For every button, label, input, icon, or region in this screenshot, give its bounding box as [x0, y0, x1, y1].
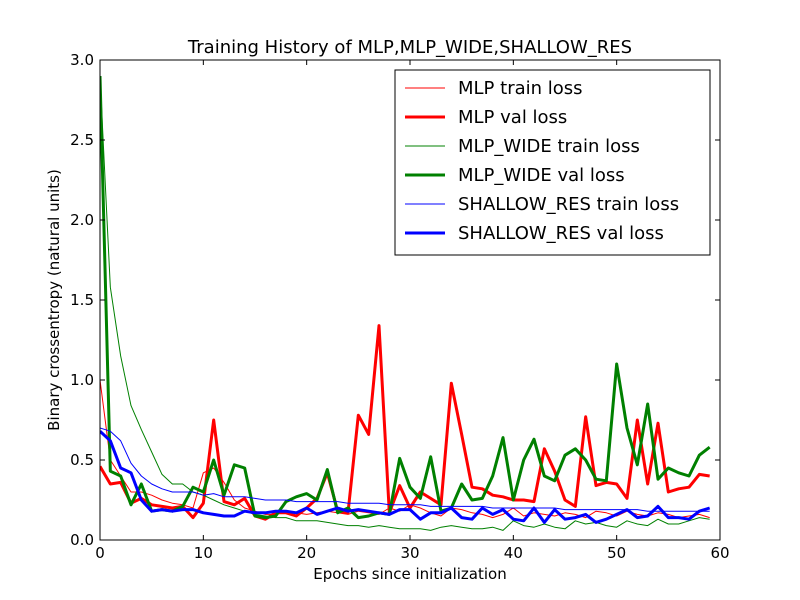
legend-label: MLP val loss — [458, 107, 567, 128]
legend-label: MLP_WIDE train loss — [458, 136, 640, 157]
y-tick-label: 2.0 — [70, 211, 94, 229]
series-line-shallow-res-val-loss — [100, 430, 711, 524]
legend-label: SHALLOW_RES val loss — [458, 223, 664, 244]
x-tick-label: 60 — [710, 544, 729, 562]
legend-label: MLP train loss — [458, 78, 583, 99]
x-tick-label: 20 — [297, 544, 316, 562]
series-line-shallow-res-train-loss — [100, 427, 710, 512]
legend-box — [394, 69, 711, 256]
chart-title: Training History of MLP,MLP_WIDE,SHALLOW… — [187, 37, 632, 58]
series-line-mlp-train-loss — [100, 379, 710, 519]
x-tick-label: 0 — [95, 544, 105, 562]
legend-label: MLP_WIDE val loss — [458, 165, 625, 186]
y-axis-label: Binary crossentropy (natural units) — [45, 169, 63, 431]
series-line-mlp-val-loss — [100, 324, 710, 521]
y-tick-label: 2.5 — [70, 131, 94, 149]
axis-ticks: 0 10 20 30 40 50 60 0.0 0.5 1.0 1.5 2.0 2.5 3.0 — [70, 51, 729, 562]
series-line-mlp-wide-val-loss — [100, 75, 711, 520]
x-axis-label: Epochs since initialization — [313, 565, 506, 583]
legend: MLP train loss MLP val loss MLP_WIDE train… — [394, 69, 711, 256]
y-tick-label: 0.5 — [70, 451, 94, 469]
y-tick-label: 0.0 — [70, 531, 94, 549]
x-tick-label: 50 — [607, 544, 626, 562]
x-tick-label: 10 — [194, 544, 213, 562]
y-tick-label: 3.0 — [70, 51, 94, 69]
plot-area — [100, 75, 711, 531]
x-tick-label: 30 — [400, 544, 419, 562]
y-tick-label: 1.0 — [70, 371, 94, 389]
y-tick-label: 1.5 — [70, 291, 94, 309]
legend-label: SHALLOW_RES train loss — [458, 194, 679, 215]
x-tick-label: 40 — [504, 544, 523, 562]
